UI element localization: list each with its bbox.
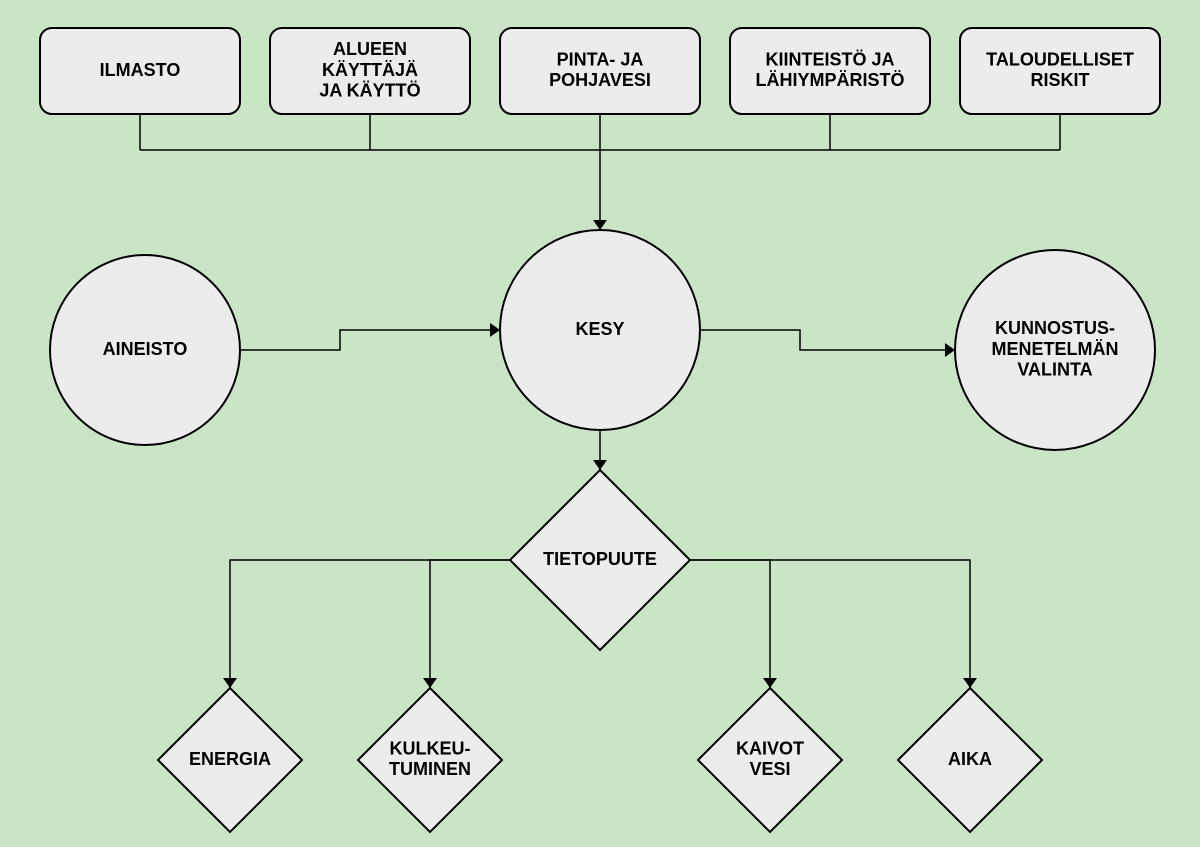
node-label: AIKA	[948, 749, 992, 769]
node-label: KIINTEISTÖ JA	[765, 49, 894, 69]
node-kesy: KESY	[500, 230, 700, 430]
node-taloudelliset: TALOUDELLISETRISKIT	[960, 28, 1160, 114]
node-label: KÄYTTÄJÄ	[322, 60, 418, 80]
node-label: ENERGIA	[189, 749, 271, 769]
node-kiinteisto: KIINTEISTÖ JALÄHIYMPÄRISTÖ	[730, 28, 930, 114]
node-label: TUMINEN	[389, 759, 471, 779]
node-aineisto: AINEISTO	[50, 255, 240, 445]
node-label: ILMASTO	[100, 60, 181, 80]
node-label: TALOUDELLISET	[986, 49, 1134, 69]
node-label: MENETELMÄN	[992, 339, 1119, 359]
node-label: RISKIT	[1030, 70, 1089, 90]
node-label: KULKEU-	[390, 738, 471, 758]
node-ilmasto: ILMASTO	[40, 28, 240, 114]
node-label: AINEISTO	[103, 339, 188, 359]
node-pinta: PINTA- JAPOHJAVESI	[500, 28, 700, 114]
node-label: TIETOPUUTE	[543, 549, 657, 569]
node-label: LÄHIYMPÄRISTÖ	[755, 70, 904, 90]
node-label: ALUEEN	[333, 39, 407, 59]
flowchart-canvas: ILMASTO ALUEENKÄYTTÄJÄJA KÄYTTÖ PINTA- JAP…	[0, 0, 1200, 847]
node-label: KUNNOSTUS-	[995, 318, 1115, 338]
node-label: JA KÄYTTÖ	[319, 80, 420, 100]
node-label: POHJAVESI	[549, 70, 651, 90]
node-label: KESY	[575, 319, 624, 339]
node-kunnostus: KUNNOSTUS-MENETELMÄNVALINTA	[955, 250, 1155, 450]
node-label: VESI	[749, 759, 790, 779]
node-label: PINTA- JA	[557, 49, 644, 69]
node-label: KAIVOT	[736, 738, 804, 758]
node-alueen: ALUEENKÄYTTÄJÄJA KÄYTTÖ	[270, 28, 470, 114]
node-label: VALINTA	[1017, 359, 1092, 379]
